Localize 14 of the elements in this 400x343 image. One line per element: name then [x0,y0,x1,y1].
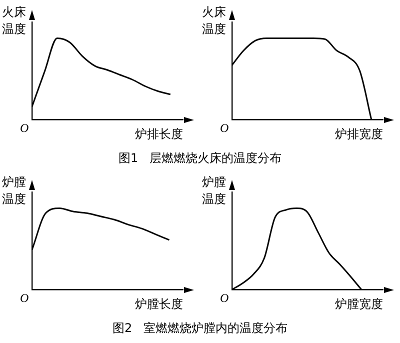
y-axis-title: 炉膛温度 [202,174,227,208]
x-axis-title: 炉排长度 [135,127,183,142]
text: O [20,290,29,306]
text: O [220,290,229,306]
x-axis-title: 炉膛长度 [135,297,183,312]
x-axis-title: 炉膛宽度 [335,297,383,312]
caption: 图1 层燃燃烧火床的温度分布 [117,150,283,167]
caption: 图2 室燃燃烧炉膛内的温度分布 [111,320,289,337]
y-axis-title: 火床温度 [2,4,27,38]
text: O [220,120,229,136]
x-axis-title: 炉排宽度 [335,127,383,142]
text: O [20,120,29,136]
y-axis-title: 炉膛温度 [2,174,27,208]
y-axis-title: 火床温度 [202,4,227,38]
